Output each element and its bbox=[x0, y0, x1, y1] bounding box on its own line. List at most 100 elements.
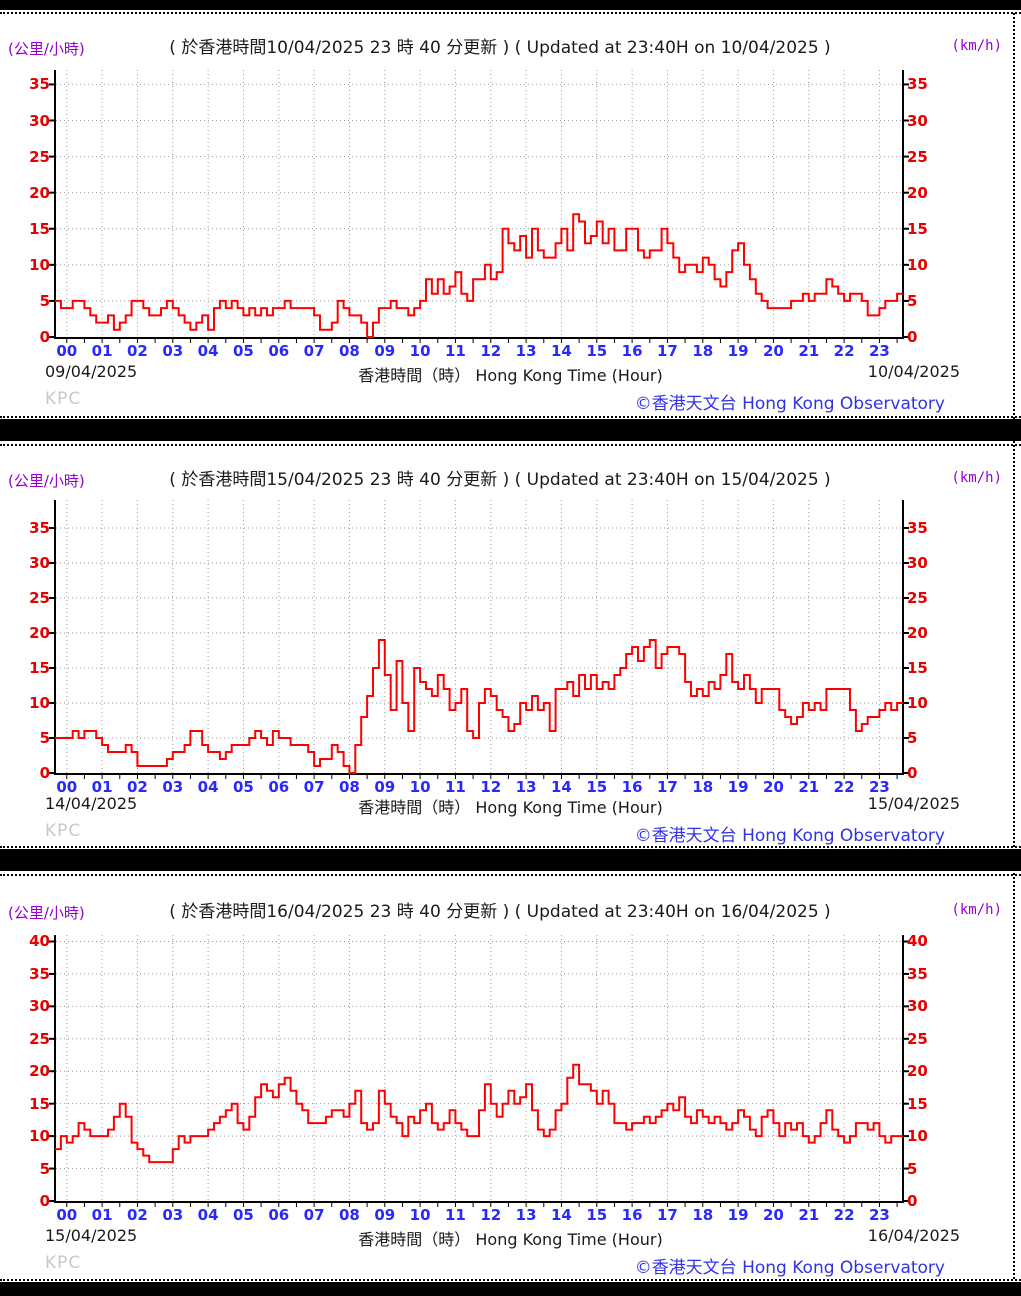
x-axis-hour-label: 02 bbox=[127, 1206, 148, 1224]
x-axis-hour-label: 03 bbox=[162, 778, 184, 796]
y-axis-label-left: 15 bbox=[29, 659, 50, 677]
y-axis-label-left: 35 bbox=[29, 964, 50, 983]
x-axis-hour-label: 20 bbox=[763, 778, 784, 796]
copyright: ©香港天文台 Hong Kong Observatory bbox=[634, 1258, 945, 1278]
x-axis-hour-label: 05 bbox=[233, 342, 254, 360]
x-axis-hour-label: 10 bbox=[409, 778, 431, 796]
chart-title: ( 於香港時間16/04/2025 23 時 40 分更新 ) ( Update… bbox=[169, 902, 831, 922]
x-axis-hour-label: 23 bbox=[869, 342, 890, 360]
y-axis-label-left: 0 bbox=[39, 328, 50, 346]
y-axis-label-left: 10 bbox=[29, 1127, 50, 1146]
x-axis-hour-label: 17 bbox=[657, 778, 678, 796]
y-axis-label-left: 15 bbox=[29, 1094, 50, 1113]
x-axis-hour-label: 14 bbox=[551, 778, 572, 796]
x-axis-hour-label: 16 bbox=[621, 1206, 643, 1224]
watermark: KPC bbox=[45, 1253, 82, 1273]
x-axis-hour-label: 02 bbox=[127, 778, 148, 796]
y-axis-label-right: 20 bbox=[907, 183, 928, 202]
x-axis-hour-label: 03 bbox=[162, 342, 184, 360]
y-axis-label-left: 20 bbox=[29, 183, 50, 202]
y-axis-label-left: 35 bbox=[29, 519, 50, 537]
y-axis-label-right: 25 bbox=[907, 589, 928, 607]
panel-divider bbox=[0, 849, 1021, 871]
y-axis-label-right: 0 bbox=[907, 764, 918, 782]
y-axis-label-left: 5 bbox=[39, 729, 50, 747]
x-axis-hour-label: 01 bbox=[91, 1206, 113, 1224]
x-axis-hour-label: 05 bbox=[233, 1206, 254, 1224]
y-axis-label-right: 30 bbox=[907, 111, 928, 130]
y-axis-label-right: 40 bbox=[907, 932, 928, 951]
y-axis-label-left: 40 bbox=[29, 932, 50, 951]
y-axis-label-right: 25 bbox=[907, 1029, 928, 1048]
y-axis-label-right: 15 bbox=[907, 219, 928, 238]
y-axis-label-right: 5 bbox=[907, 291, 918, 310]
x-axis-hour-label: 15 bbox=[586, 778, 608, 796]
x-axis-hour-label: 17 bbox=[657, 1206, 678, 1224]
x-axis-hour-label: 13 bbox=[515, 1206, 537, 1224]
date-start: 09/04/2025 bbox=[45, 362, 138, 381]
copyright: ©香港天文台 Hong Kong Observatory bbox=[634, 826, 945, 846]
x-axis-hour-label: 07 bbox=[303, 778, 325, 796]
unit-left-label: (公里/小時) bbox=[8, 904, 85, 922]
y-axis-label-left: 0 bbox=[39, 1192, 50, 1210]
x-axis-hour-label: 11 bbox=[445, 778, 466, 796]
x-axis-hour-label: 08 bbox=[339, 778, 360, 796]
y-axis-label-right: 15 bbox=[907, 659, 928, 677]
y-axis-label-left: 30 bbox=[29, 111, 50, 130]
unit-right-label: (km/h) bbox=[951, 38, 1002, 54]
x-axis-hour-label: 22 bbox=[833, 1206, 855, 1224]
y-axis-label-left: 20 bbox=[29, 624, 50, 642]
y-axis-label-left: 10 bbox=[29, 694, 50, 712]
y-axis-label-left: 25 bbox=[29, 1029, 50, 1048]
x-axis-hour-label: 05 bbox=[233, 778, 254, 796]
y-axis-label-left: 20 bbox=[29, 1062, 50, 1081]
date-start: 15/04/2025 bbox=[45, 1226, 138, 1245]
y-axis-label-left: 25 bbox=[29, 589, 50, 607]
x-axis-hour-label: 00 bbox=[56, 342, 78, 360]
x-axis-hour-label: 20 bbox=[763, 1206, 784, 1224]
x-axis-hour-label: 18 bbox=[692, 342, 714, 360]
x-axis-hour-label: 18 bbox=[692, 778, 714, 796]
x-axis-hour-label: 23 bbox=[869, 1206, 890, 1224]
y-axis-label-left: 35 bbox=[29, 75, 50, 94]
x-axis-hour-label: 15 bbox=[586, 342, 608, 360]
x-axis-hour-label: 03 bbox=[162, 1206, 184, 1224]
x-axis-hour-label: 07 bbox=[303, 342, 325, 360]
y-axis-label-left: 15 bbox=[29, 219, 50, 238]
x-axis-hour-label: 06 bbox=[268, 778, 290, 796]
wind-speed-line bbox=[55, 213, 903, 338]
unit-left-label: (公里/小時) bbox=[8, 472, 85, 490]
x-axis-hour-label: 10 bbox=[409, 342, 431, 360]
watermark: KPC bbox=[45, 389, 82, 409]
right-border-dotted bbox=[1013, 13, 1015, 1279]
x-axis-hour-label: 00 bbox=[56, 1206, 78, 1224]
wind-speed-line bbox=[55, 1063, 903, 1164]
x-axis-hour-label: 21 bbox=[798, 1206, 820, 1224]
y-axis-label-right: 25 bbox=[907, 147, 928, 166]
y-axis-label-right: 30 bbox=[907, 997, 928, 1016]
y-axis-label-right: 5 bbox=[907, 729, 918, 747]
date-end: 16/04/2025 bbox=[867, 1226, 960, 1245]
y-axis-label-left: 10 bbox=[29, 255, 50, 274]
y-axis-label-right: 35 bbox=[907, 519, 928, 537]
x-axis-hour-label: 08 bbox=[339, 342, 360, 360]
x-axis-hour-label: 22 bbox=[833, 778, 855, 796]
y-axis-label-left: 0 bbox=[39, 764, 50, 782]
y-axis-label-right: 20 bbox=[907, 624, 928, 642]
x-axis-hour-label: 11 bbox=[445, 342, 466, 360]
x-axis-hour-label: 09 bbox=[374, 778, 396, 796]
x-axis-hour-label: 10 bbox=[409, 1206, 431, 1224]
divider-dotted bbox=[0, 846, 1021, 848]
x-axis-hour-label: 13 bbox=[515, 342, 537, 360]
y-axis-label-left: 5 bbox=[39, 291, 50, 310]
y-axis-label-left: 30 bbox=[29, 997, 50, 1016]
x-axis-hour-label: 13 bbox=[515, 778, 537, 796]
x-axis-hour-label: 04 bbox=[197, 1206, 219, 1224]
x-axis-hour-label: 09 bbox=[374, 342, 396, 360]
y-axis-label-right: 35 bbox=[907, 964, 928, 983]
x-axis-hour-label: 00 bbox=[56, 778, 78, 796]
x-axis-hour-label: 04 bbox=[197, 778, 219, 796]
y-axis-label-right: 15 bbox=[907, 1094, 928, 1113]
x-axis-hour-label: 23 bbox=[869, 778, 890, 796]
x-axis-hour-label: 01 bbox=[91, 778, 113, 796]
